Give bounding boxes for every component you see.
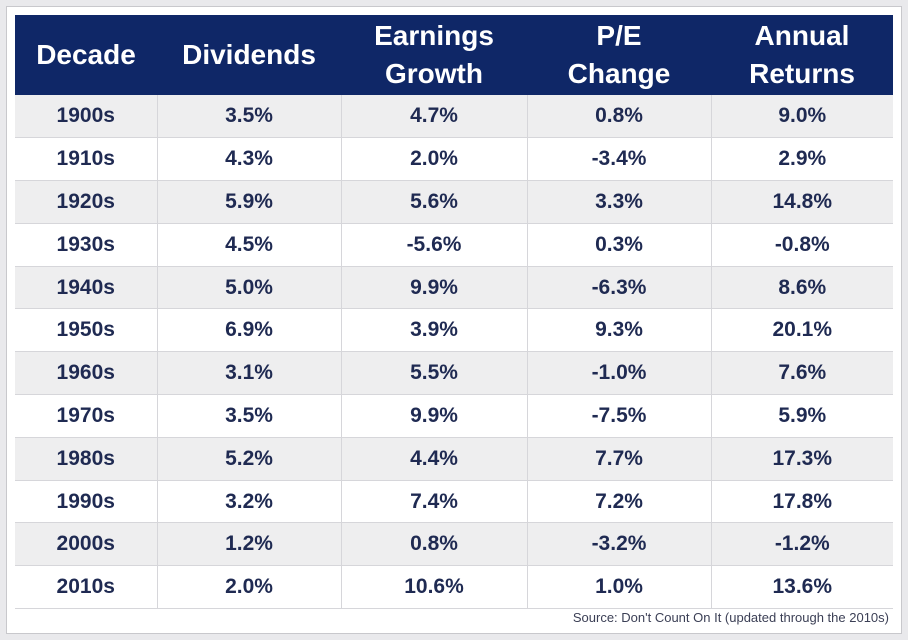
column-header-line: Returns	[749, 58, 855, 89]
value-cell: 9.0%	[711, 95, 893, 139]
value-cell: 6.9%	[157, 308, 342, 353]
table-row: 1970s 3.5% 9.9% -7.5% 5.9%	[15, 394, 893, 438]
value-cell: 7.7%	[527, 437, 712, 481]
value-cell: 5.9%	[157, 180, 342, 224]
decade-cell: 1900s	[15, 95, 158, 139]
value-cell: 3.2%	[157, 480, 342, 524]
decade-cell: 1980s	[15, 437, 158, 481]
value-cell: 0.8%	[341, 522, 528, 567]
decade-returns-table: Decade Dividends Earnings Growth P/E Change An…	[15, 15, 893, 610]
value-cell: 5.5%	[341, 351, 528, 396]
value-cell: 17.3%	[711, 437, 893, 481]
value-cell: 1.0%	[527, 565, 712, 610]
column-header: Dividends	[157, 15, 341, 95]
source-note: Source: Don't Count On It (updated throu…	[572, 610, 889, 625]
value-cell: -1.0%	[527, 351, 712, 396]
decade-cell: 1930s	[15, 223, 158, 267]
table-header: Decade Dividends Earnings Growth P/E Change An…	[15, 15, 893, 95]
decade-cell: 1920s	[15, 180, 158, 224]
value-cell: 4.3%	[157, 137, 342, 182]
decade-cell: 1910s	[15, 137, 158, 182]
value-cell: 17.8%	[711, 480, 893, 524]
table-row: 1920s 5.9% 5.6% 3.3% 14.8%	[15, 180, 893, 224]
column-header: Decade	[15, 15, 157, 95]
table-row: 1930s 4.5% -5.6% 0.3% -0.8%	[15, 223, 893, 267]
value-cell: -0.8%	[711, 223, 893, 267]
value-cell: 5.9%	[711, 394, 893, 438]
table-row: 1900s 3.5% 4.7% 0.8% 9.0%	[15, 95, 893, 139]
value-cell: 20.1%	[711, 308, 893, 353]
value-cell: 10.6%	[341, 565, 528, 610]
header-row: Decade Dividends Earnings Growth P/E Change An…	[15, 15, 893, 95]
value-cell: 3.5%	[157, 394, 342, 438]
value-cell: 5.6%	[341, 180, 528, 224]
column-header-line: Earnings	[374, 20, 494, 51]
table-body: 1900s 3.5% 4.7% 0.8% 9.0% 1910s 4.3% 2.0% -3.4% 2…	[15, 95, 893, 610]
value-cell: 14.8%	[711, 180, 893, 224]
value-cell: 2.0%	[341, 137, 528, 182]
table-row: 2000s 1.2% 0.8% -3.2% -1.2%	[15, 522, 893, 567]
value-cell: 9.3%	[527, 308, 712, 353]
column-header: Earnings Growth	[341, 15, 527, 95]
value-cell: -5.6%	[341, 223, 528, 267]
value-cell: 3.1%	[157, 351, 342, 396]
column-header: P/E Change	[527, 15, 711, 95]
column-header-line: Growth	[385, 58, 483, 89]
column-header-line: Dividends	[182, 39, 316, 70]
table-row: 2010s 2.0% 10.6% 1.0% 13.6%	[15, 565, 893, 610]
value-cell: -3.4%	[527, 137, 712, 182]
decade-cell: 1950s	[15, 308, 158, 353]
table-row: 1980s 5.2% 4.4% 7.7% 17.3%	[15, 437, 893, 481]
value-cell: 2.0%	[157, 565, 342, 610]
column-header-line: Change	[567, 58, 671, 89]
table-frame: Decade Dividends Earnings Growth P/E Change An…	[6, 6, 902, 634]
value-cell: 7.6%	[711, 351, 893, 396]
value-cell: 3.3%	[527, 180, 712, 224]
value-cell: 0.3%	[527, 223, 712, 267]
value-cell: 5.0%	[157, 266, 342, 310]
value-cell: 9.9%	[341, 266, 528, 310]
table-row: 1940s 5.0% 9.9% -6.3% 8.6%	[15, 266, 893, 310]
value-cell: 4.4%	[341, 437, 528, 481]
table-row: 1960s 3.1% 5.5% -1.0% 7.6%	[15, 351, 893, 396]
value-cell: 9.9%	[341, 394, 528, 438]
value-cell: 5.2%	[157, 437, 342, 481]
value-cell: 0.8%	[527, 95, 712, 139]
value-cell: -6.3%	[527, 266, 712, 310]
table-row: 1990s 3.2% 7.4% 7.2% 17.8%	[15, 480, 893, 524]
column-header-line: Decade	[36, 39, 136, 70]
value-cell: 3.9%	[341, 308, 528, 353]
value-cell: -3.2%	[527, 522, 712, 567]
decade-cell: 1970s	[15, 394, 158, 438]
value-cell: 4.5%	[157, 223, 342, 267]
value-cell: 2.9%	[711, 137, 893, 182]
value-cell: 7.2%	[527, 480, 712, 524]
value-cell: 7.4%	[341, 480, 528, 524]
column-header-line: Annual	[754, 20, 850, 51]
column-header: Annual Returns	[711, 15, 893, 95]
decade-cell: 2010s	[15, 565, 158, 610]
value-cell: -7.5%	[527, 394, 712, 438]
value-cell: 1.2%	[157, 522, 342, 567]
value-cell: 3.5%	[157, 95, 342, 139]
table-row: 1950s 6.9% 3.9% 9.3% 20.1%	[15, 308, 893, 353]
decade-cell: 1990s	[15, 480, 158, 524]
decade-cell: 1940s	[15, 266, 158, 310]
value-cell: 8.6%	[711, 266, 893, 310]
decade-cell: 2000s	[15, 522, 158, 567]
value-cell: -1.2%	[711, 522, 893, 567]
value-cell: 13.6%	[711, 565, 893, 610]
value-cell: 4.7%	[341, 95, 528, 139]
column-header-line: P/E	[596, 20, 642, 51]
decade-cell: 1960s	[15, 351, 158, 396]
table-row: 1910s 4.3% 2.0% -3.4% 2.9%	[15, 137, 893, 182]
